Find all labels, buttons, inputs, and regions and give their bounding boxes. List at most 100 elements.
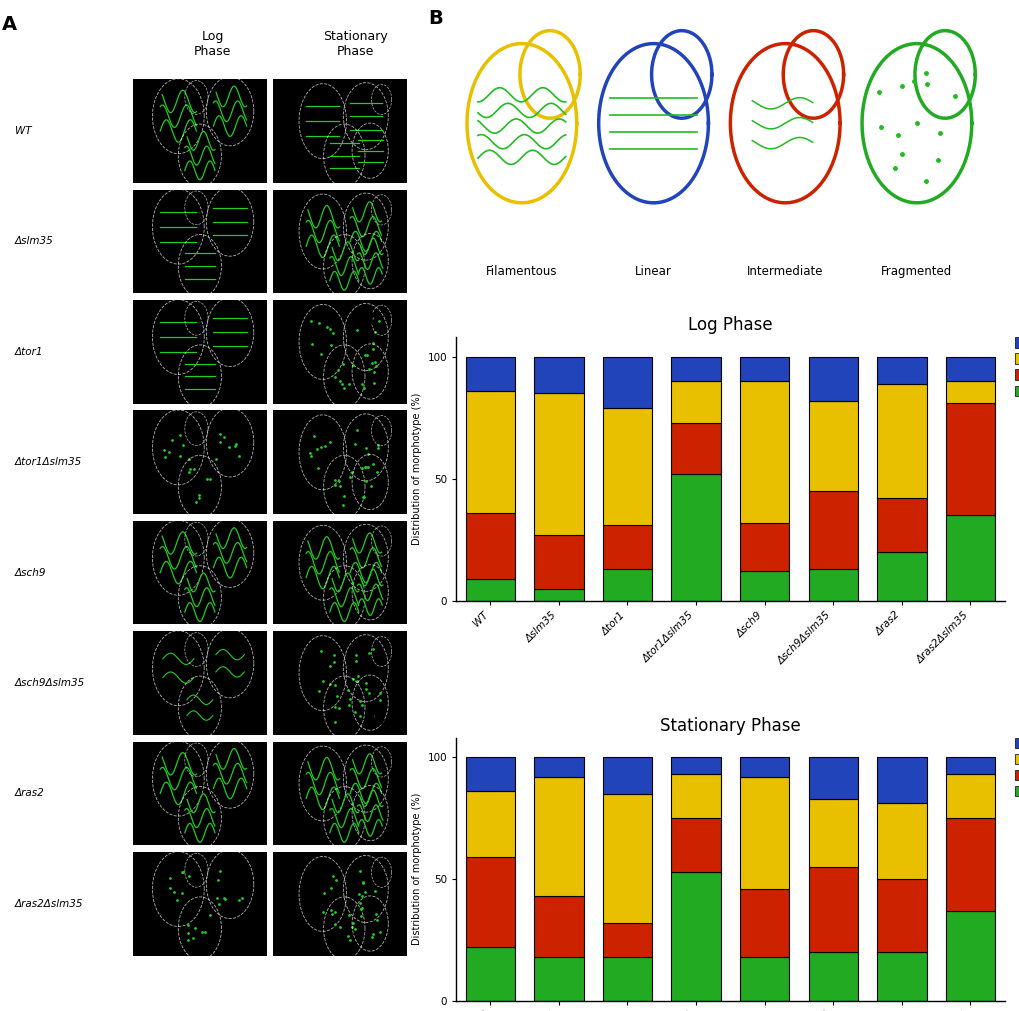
Bar [671,871,720,1001]
Bar [602,794,651,923]
Bar [602,525,651,569]
Bar [945,357,995,381]
Text: Filamentous: Filamentous [486,265,557,278]
Bar [602,757,651,794]
FancyBboxPatch shape [132,79,266,183]
Bar [534,535,583,588]
FancyBboxPatch shape [132,410,266,514]
Bar [602,357,651,408]
Bar [945,774,995,818]
Bar [808,757,857,799]
FancyBboxPatch shape [132,852,266,955]
Text: Δtor1Δslm35: Δtor1Δslm35 [14,457,82,467]
FancyBboxPatch shape [273,79,407,183]
Bar [739,757,789,776]
Bar [945,757,995,774]
Bar [602,923,651,957]
Bar [671,423,720,474]
Bar [945,516,995,601]
Bar [876,757,925,804]
Text: Δras2Δslm35: Δras2Δslm35 [14,899,83,909]
FancyBboxPatch shape [273,631,407,735]
Text: Δsch9Δslm35: Δsch9Δslm35 [14,678,85,688]
Bar [534,357,583,393]
Text: Stationary
Phase: Stationary Phase [322,30,387,58]
Bar [808,491,857,569]
Bar [465,757,515,792]
Bar [808,799,857,866]
Bar [876,357,925,384]
Bar [602,569,651,601]
Bar [876,498,925,552]
FancyBboxPatch shape [273,410,407,514]
Bar [465,947,515,1001]
Bar [739,381,789,523]
Bar [808,569,857,601]
Bar [671,357,720,381]
Bar [808,400,857,491]
Bar [671,381,720,423]
Text: Linear: Linear [635,265,672,278]
Legend: Linear, Filamentous, Intermediate, Fragmented: Linear, Filamentous, Intermediate, Fragm… [1014,338,1019,396]
Y-axis label: Distribution of morphotype (%): Distribution of morphotype (%) [412,793,422,945]
Legend: Linear, Filamentous, Intermediate, Fragmented: Linear, Filamentous, Intermediate, Fragm… [1014,738,1019,797]
Bar [534,588,583,601]
Bar [465,578,515,601]
FancyBboxPatch shape [273,300,407,403]
Text: Δras2: Δras2 [14,789,44,799]
FancyBboxPatch shape [132,631,266,735]
Bar [945,403,995,516]
Bar [739,957,789,1001]
Bar [534,757,583,776]
FancyBboxPatch shape [273,742,407,845]
Text: Δsch9: Δsch9 [14,567,46,577]
Bar [465,357,515,391]
Bar [671,774,720,818]
Bar [534,896,583,957]
Title: Stationary Phase: Stationary Phase [659,717,800,735]
Text: C: C [368,311,382,331]
Title: Log Phase: Log Phase [688,316,772,335]
Text: Log
Phase: Log Phase [194,30,231,58]
FancyBboxPatch shape [273,852,407,955]
Bar [945,911,995,1001]
Bar [808,952,857,1001]
Bar [534,957,583,1001]
Bar [671,757,720,774]
FancyBboxPatch shape [132,190,266,293]
Bar [465,391,515,513]
Bar [465,857,515,947]
Bar [808,866,857,952]
Text: Fragmented: Fragmented [880,265,952,278]
Bar [739,776,789,889]
FancyBboxPatch shape [132,742,266,845]
FancyBboxPatch shape [273,190,407,293]
Text: WT: WT [14,126,32,136]
Bar [534,393,583,535]
FancyBboxPatch shape [273,521,407,625]
Bar [808,357,857,400]
Text: Intermediate: Intermediate [746,265,822,278]
Bar [739,571,789,601]
Bar [945,818,995,911]
Bar [739,523,789,571]
FancyBboxPatch shape [132,300,266,403]
Bar [739,889,789,957]
Text: D: D [368,712,384,730]
Bar [876,952,925,1001]
Bar [671,474,720,601]
Y-axis label: Distribution of morphotype (%): Distribution of morphotype (%) [412,393,422,545]
Bar [876,552,925,601]
Bar [876,879,925,952]
Bar [671,818,720,871]
Bar [739,357,789,381]
Bar [945,381,995,403]
Text: Δslm35: Δslm35 [14,237,53,247]
Text: A: A [2,15,16,34]
Bar [465,792,515,857]
Bar [602,408,651,525]
Bar [876,804,925,879]
Bar [534,776,583,896]
Text: Δtor1: Δtor1 [14,347,43,357]
Bar [465,513,515,578]
